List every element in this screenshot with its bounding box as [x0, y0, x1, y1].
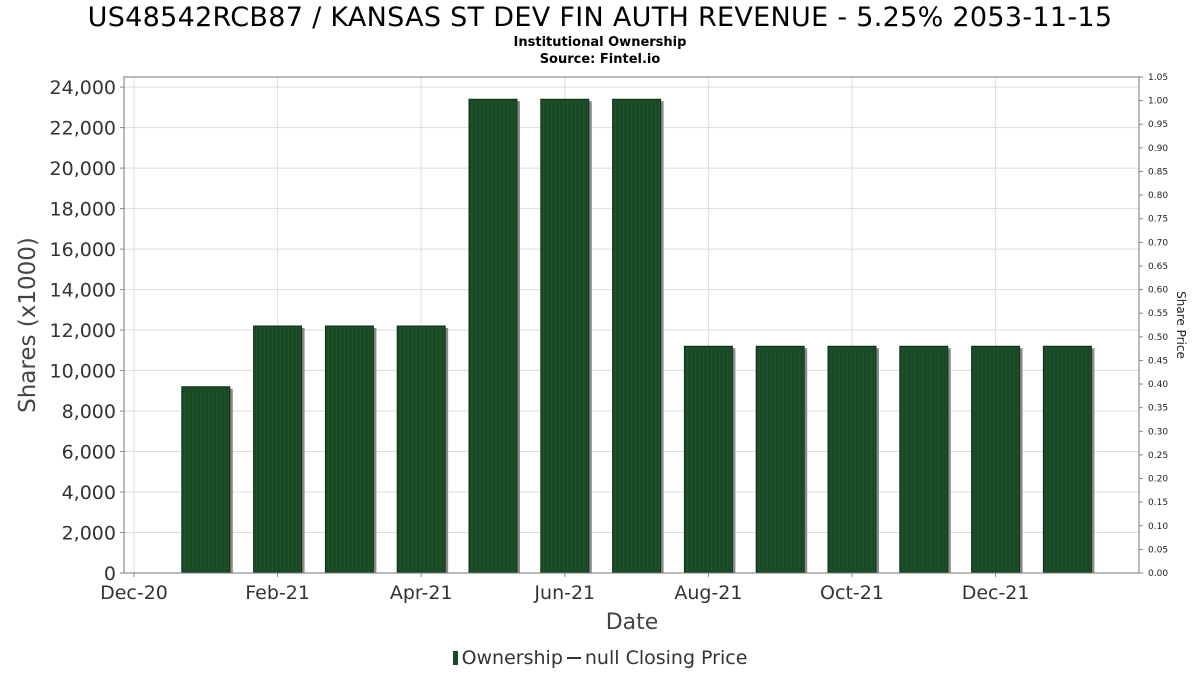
y2-tick-label: 0.30: [1148, 427, 1168, 437]
y-tick-label: 20,000: [50, 158, 116, 180]
y2-tick-label: 0.10: [1148, 522, 1168, 532]
x-tick-label: Aug-21: [674, 582, 742, 604]
ownership-bar: [396, 325, 446, 574]
y2-tick-label: 0.00: [1148, 569, 1168, 579]
y2-tick-label: 0.95: [1148, 120, 1168, 130]
y-tick-label: 12,000: [50, 320, 116, 342]
y2-tick-label: 0.65: [1148, 262, 1168, 272]
y2-tick-label: 0.35: [1148, 404, 1168, 414]
ownership-bar: [971, 345, 1021, 574]
y-tick-label: 14,000: [50, 280, 116, 302]
ownership-bar: [540, 98, 590, 574]
y2-axis-title: Share Price: [1174, 291, 1188, 359]
y-tick-label: 4,000: [62, 482, 116, 504]
x-tick-label: Dec-21: [962, 582, 1030, 604]
ownership-legend-swatch: [452, 651, 458, 665]
y2-tick-label: 0.75: [1148, 215, 1168, 225]
y2-tick-label: 1.05: [1148, 73, 1168, 83]
plot-frame: [123, 76, 1140, 574]
x-tick-label: Oct-21: [820, 582, 884, 604]
y2-tick-label: 0.90: [1148, 144, 1168, 154]
y-axis-title: Shares (x1000): [15, 237, 41, 413]
y2-tick-label: 0.45: [1148, 356, 1168, 366]
ownership-bar: [612, 98, 662, 574]
ownership-bar: [755, 345, 805, 574]
y2-tick-label: 0.50: [1148, 333, 1168, 343]
y-tick-label: 6,000: [62, 442, 116, 464]
y-tick-label: 22,000: [50, 118, 116, 140]
ownership-bar: [181, 386, 231, 574]
y-tick-label: 18,000: [50, 199, 116, 221]
y2-tick-label: 0.80: [1148, 191, 1168, 201]
y2-tick-label: 0.85: [1148, 167, 1168, 177]
ownership-bar: [324, 325, 374, 574]
y2-tick-label: 0.20: [1148, 475, 1168, 485]
y2-tick-label: 1.00: [1148, 97, 1168, 107]
y2-tick-label: 0.15: [1148, 498, 1168, 508]
chart-legend: Ownership null Closing Price: [0, 647, 1200, 669]
x-tick-label: Feb-21: [245, 582, 310, 604]
closing-price-legend-line: [566, 657, 581, 659]
x-tick-label: Dec-20: [100, 582, 168, 604]
y2-tick-label: 0.55: [1148, 309, 1168, 319]
chart-title: US48542RCB87 / KANSAS ST DEV FIN AUTH RE…: [87, 2, 1113, 33]
chart-source: Source: Fintel.io: [539, 52, 661, 67]
x-axis-title: Date: [606, 610, 659, 635]
y-tick-label: 8,000: [62, 401, 116, 423]
y-tick-label: 16,000: [50, 239, 116, 261]
legend-closing-price-label: null Closing Price: [584, 647, 748, 669]
y2-tick-label: 0.25: [1148, 451, 1168, 461]
legend-ownership-label: Ownership: [461, 647, 563, 669]
y2-tick-label: 0.70: [1148, 238, 1168, 248]
ownership-bar: [683, 345, 733, 574]
y-tick-label: 2,000: [62, 523, 116, 545]
x-tick-label: Apr-21: [390, 582, 453, 604]
y-tick-label: 24,000: [50, 77, 116, 99]
y2-tick-label: 0.05: [1148, 545, 1168, 555]
y-tick-label: 10,000: [50, 361, 116, 383]
y2-tick-label: 0.40: [1148, 380, 1168, 390]
chart-subtitle: Institutional Ownership: [513, 35, 687, 50]
ownership-bar: [827, 345, 877, 574]
x-tick-label: Jun-21: [533, 582, 595, 604]
ownership-bar: [899, 345, 949, 574]
y2-tick-label: 0.60: [1148, 286, 1168, 296]
ownership-bar: [468, 98, 518, 574]
y-tick-label: 0: [104, 563, 116, 585]
